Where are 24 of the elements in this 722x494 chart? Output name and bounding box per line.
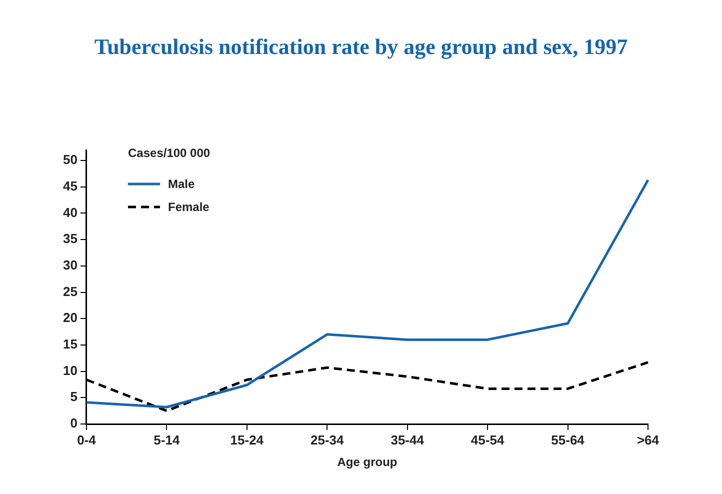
y-tick-label: 10	[62, 362, 78, 378]
x-axis-title: Age group	[337, 455, 398, 470]
x-tick-label: 25-34	[310, 432, 345, 448]
x-tick-label: 55-64	[551, 432, 586, 448]
x-tick-label: 0-4	[77, 432, 97, 448]
y-tick-label: 15	[62, 336, 78, 352]
y-tick-label: 25	[62, 284, 78, 299]
x-tick-label: 15-24	[230, 432, 264, 448]
y-tick-label: 0	[70, 416, 78, 431]
x-tick-label: 35-44	[390, 432, 425, 448]
y-axis-title: Cases/100 000	[128, 146, 210, 160]
y-tick-label: 30	[62, 258, 78, 272]
y-tick-label: 45	[62, 178, 78, 194]
y-tick-label: 50	[62, 152, 78, 168]
legend-label: Male	[168, 176, 195, 190]
x-tick-label: >64	[636, 432, 660, 448]
y-tick-label: 35	[62, 231, 78, 246]
y-tick-label: 20	[62, 310, 78, 326]
chart-title: Tuberculosis notification rate by age group and sex, 1997	[93, 34, 629, 60]
y-tick-label: 5	[70, 389, 78, 404]
x-tick-label: 5-14	[154, 432, 180, 448]
x-tick-label: 45-54	[470, 432, 505, 448]
y-tick-label: 40	[62, 204, 78, 220]
legend-label: Female	[168, 200, 210, 214]
